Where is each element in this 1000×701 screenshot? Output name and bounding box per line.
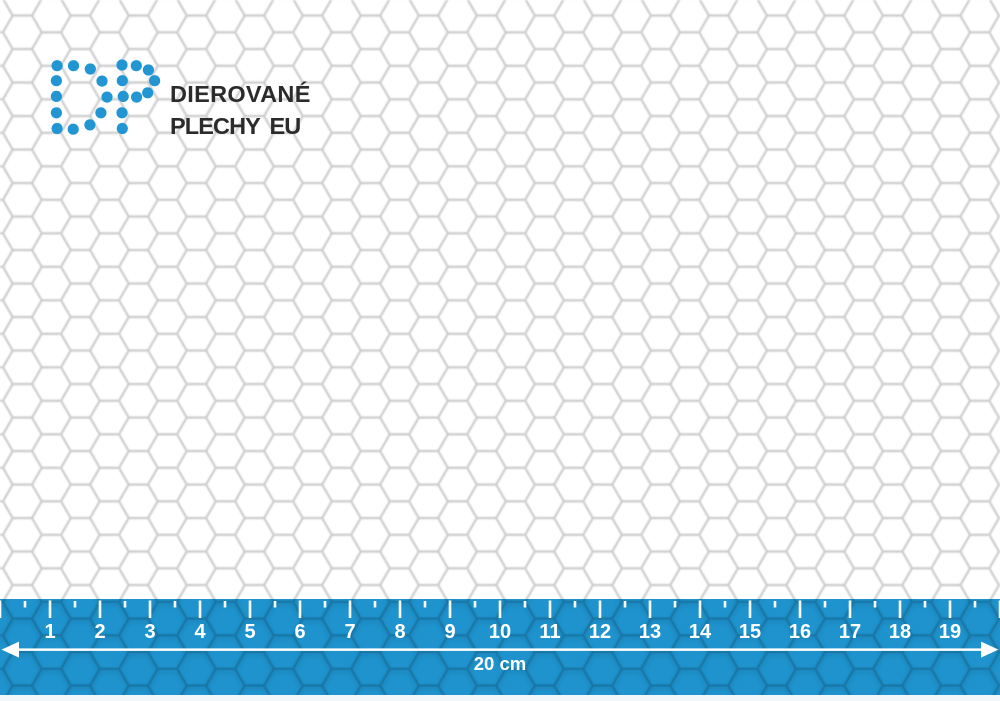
- svg-text:6: 6: [294, 621, 305, 643]
- svg-text:13: 13: [639, 621, 661, 643]
- svg-text:11: 11: [539, 621, 560, 643]
- svg-text:9: 9: [444, 621, 455, 643]
- svg-text:16: 16: [789, 621, 811, 643]
- svg-text:14: 14: [689, 621, 712, 643]
- svg-text:3: 3: [144, 621, 155, 643]
- svg-text:20 cm: 20 cm: [474, 653, 526, 674]
- svg-text:1: 1: [44, 621, 55, 643]
- svg-text:19: 19: [939, 621, 961, 643]
- svg-text:10: 10: [489, 621, 511, 643]
- svg-text:12: 12: [589, 621, 611, 643]
- svg-text:8: 8: [394, 621, 405, 643]
- svg-text:5: 5: [244, 621, 255, 643]
- svg-text:4: 4: [194, 621, 206, 643]
- svg-text:7: 7: [344, 621, 355, 643]
- svg-text:18: 18: [889, 621, 911, 643]
- svg-text:15: 15: [739, 621, 761, 643]
- svg-text:2: 2: [94, 621, 105, 643]
- svg-text:17: 17: [839, 621, 861, 643]
